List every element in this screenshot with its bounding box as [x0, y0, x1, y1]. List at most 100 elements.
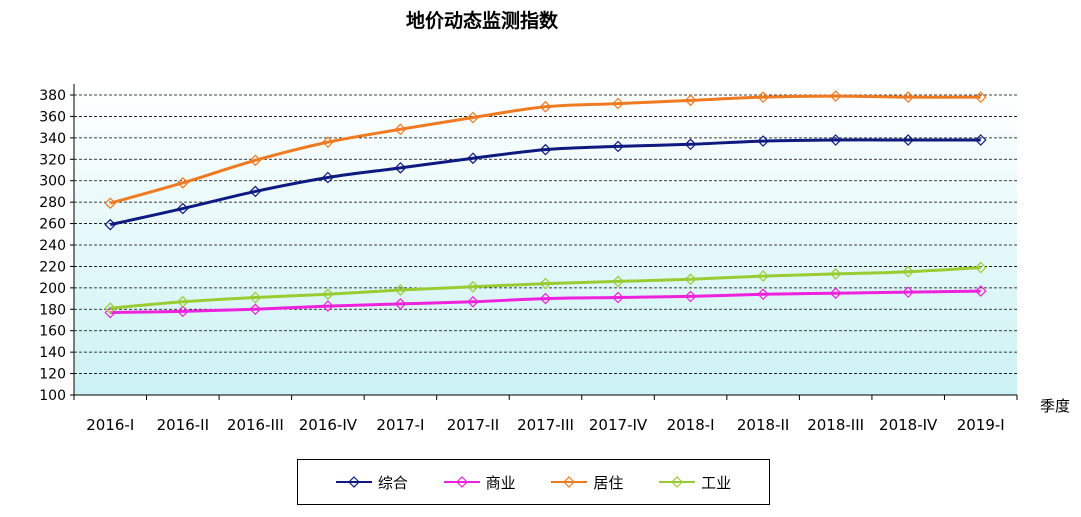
data-point — [684, 138, 697, 151]
data-point — [394, 284, 407, 296]
data-point — [322, 136, 334, 148]
y-tick-label: 100 — [39, 388, 66, 404]
data-point — [176, 295, 189, 308]
series-line — [110, 289, 981, 314]
data-point — [684, 94, 697, 107]
data-point — [104, 302, 117, 315]
legend-marker-icon — [335, 476, 372, 488]
plot-area — [74, 84, 1017, 395]
y-tick-label: 320 — [39, 152, 66, 168]
legend-label: 居住 — [593, 473, 624, 492]
legend-item: 工业 — [659, 472, 731, 493]
data-point — [974, 134, 987, 146]
data-point — [902, 134, 915, 146]
chart-plot: 100 120 140 160 180 200 220 240 260 280 300 320 340 3… — [39, 84, 1018, 434]
y-tick-label: 300 — [39, 174, 66, 190]
x-tick-label: 2016-I — [86, 416, 134, 434]
x-tick-label: 2019-I — [957, 416, 1005, 434]
data-point — [902, 265, 915, 278]
legend-item: 商业 — [443, 472, 516, 493]
legend-marker-icon — [443, 476, 480, 488]
y-tick-label: 360 — [39, 109, 66, 125]
data-point — [829, 134, 842, 146]
y-tick-label: 200 — [39, 281, 66, 297]
data-point — [249, 291, 262, 304]
data-point — [757, 135, 769, 147]
x-tick-label: 2016-II — [157, 416, 209, 434]
data-point — [757, 288, 769, 301]
x-tick-label: 2017-I — [376, 416, 424, 434]
series-line — [109, 138, 981, 227]
data-point — [757, 270, 769, 282]
legend-label: 综合 — [377, 473, 408, 492]
data-point — [612, 97, 624, 110]
data-point — [249, 154, 262, 167]
x-tick-label: 2016-IV — [299, 416, 358, 434]
x-tick-label: 2016-III — [227, 416, 284, 434]
x-tick-label: 2018-II — [737, 416, 789, 434]
data-point — [467, 280, 479, 293]
data-point — [974, 261, 987, 274]
data-point — [612, 140, 624, 153]
data-point — [974, 91, 987, 103]
data-point — [684, 273, 697, 286]
x-tick-label: 2018-I — [667, 416, 715, 434]
data-point — [829, 287, 842, 300]
y-tick-label: 120 — [39, 367, 66, 383]
data-point — [539, 100, 552, 113]
data-point — [394, 298, 407, 310]
data-point — [176, 202, 189, 215]
data-point — [612, 275, 624, 288]
data-point — [249, 303, 262, 316]
legend-marker-icon — [659, 476, 696, 488]
x-tick-label: 2018-IV — [879, 416, 938, 434]
data-point — [539, 292, 552, 305]
data-point — [902, 91, 915, 103]
y-tick-label: 140 — [39, 345, 66, 361]
data-point — [176, 177, 189, 189]
x-axis-label: 季度 — [1040, 397, 1071, 415]
y-tick-label: 260 — [39, 217, 66, 233]
data-point — [829, 90, 842, 102]
legend-label: 商业 — [485, 473, 516, 492]
data-point — [467, 152, 479, 165]
data-point — [322, 171, 334, 184]
x-tick-label: 2018-III — [807, 416, 864, 434]
data-point — [467, 111, 479, 124]
chart-title: 地价动态监测指数 — [405, 10, 558, 32]
data-point — [104, 218, 117, 231]
data-point — [104, 197, 117, 210]
y-tick-label: 280 — [39, 195, 66, 211]
data-point — [394, 162, 407, 174]
y-tick-label: 380 — [39, 88, 66, 104]
data-point — [394, 123, 407, 136]
y-tick-label: 220 — [39, 259, 66, 275]
data-point — [467, 295, 479, 308]
y-tick-label: 160 — [39, 324, 66, 340]
x-tick-label: 2017-IV — [589, 416, 648, 434]
legend-marker-icon — [551, 476, 588, 488]
series-line — [110, 266, 981, 310]
series-line — [109, 94, 981, 205]
legend: 综合 商业 居住 工业 — [297, 459, 770, 505]
data-point — [757, 91, 769, 103]
data-point — [974, 285, 987, 297]
y-tick-label: 240 — [39, 238, 66, 254]
data-point — [612, 291, 624, 304]
y-tick-label: 180 — [39, 302, 66, 318]
data-point — [539, 277, 552, 290]
x-tick-label: 2017-II — [447, 416, 499, 434]
legend-item: 综合 — [335, 472, 408, 493]
data-point — [902, 286, 915, 298]
y-tick-label: 340 — [39, 131, 66, 147]
data-point — [104, 306, 117, 319]
data-point — [249, 185, 262, 198]
data-point — [176, 305, 189, 318]
data-point — [322, 288, 334, 301]
x-tick-label: 2017-III — [517, 416, 574, 434]
data-point — [684, 290, 697, 303]
data-point — [539, 143, 552, 156]
data-point — [322, 300, 334, 312]
legend-label: 工业 — [701, 473, 732, 492]
legend-item: 居住 — [551, 472, 623, 493]
